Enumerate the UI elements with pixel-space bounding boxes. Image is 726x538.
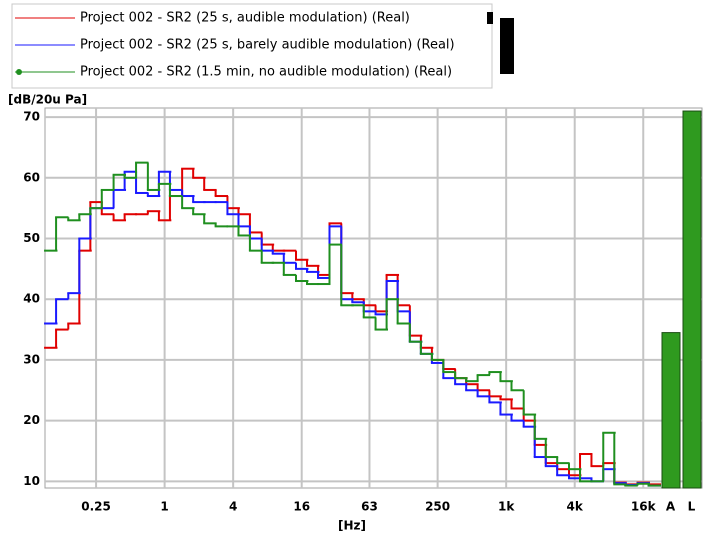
x-tick-label: 16k — [631, 500, 657, 514]
y-tick-label: 20 — [23, 413, 40, 427]
glyph — [500, 18, 514, 74]
x-tick-label: 1k — [498, 500, 515, 514]
y-tick-label: 10 — [23, 474, 40, 488]
legend-label: Project 002 - SR2 (25 s, barely audible … — [80, 38, 455, 53]
legend-label: Project 002 - SR2 (25 s, audible modulat… — [80, 11, 410, 26]
y-axis-label: [dB/20u Pa] — [8, 93, 87, 107]
y-tick-label: 40 — [23, 292, 40, 306]
x-tick-label: 250 — [425, 500, 450, 514]
legend-label: Project 002 - SR2 (1.5 min, no audible m… — [80, 65, 452, 80]
y-tick-label: 30 — [23, 352, 40, 366]
total-bar — [661, 332, 681, 489]
x-tick-label: 1 — [160, 500, 168, 514]
x-axis-label: [Hz] — [338, 519, 366, 533]
x-tick-label: 16 — [293, 500, 310, 514]
plot-area — [44, 107, 703, 489]
x-tick-label: 63 — [361, 500, 378, 514]
total-bar — [682, 110, 702, 489]
glyph — [487, 12, 493, 24]
x-tick-label: 0.25 — [81, 500, 111, 514]
legend-box — [11, 3, 493, 89]
legend-marker — [16, 69, 22, 75]
total-label: L — [688, 500, 696, 514]
y-tick-label: 70 — [23, 110, 40, 124]
x-tick-label: 4k — [567, 500, 584, 514]
x-tick-label: 4 — [229, 500, 237, 514]
y-tick-label: 60 — [23, 170, 40, 184]
total-label: A — [666, 500, 676, 514]
y-tick-label: 50 — [23, 231, 40, 245]
